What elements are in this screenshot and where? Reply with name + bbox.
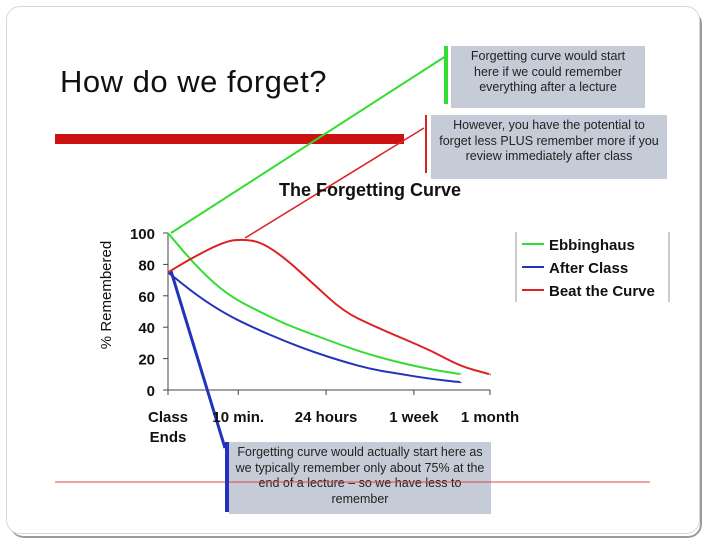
x-tick-label: 10 min. [212,409,264,426]
y-tick-label: 60 [138,289,155,306]
y-tick-label: 80 [138,257,155,274]
x-ticks: Class Ends 10 min. 24 hours 1 week 1 month [148,390,519,446]
series-line-after-class [167,271,462,384]
x-tick-label: Class [148,409,188,426]
callout-actual-start: Forgetting curve would actually start he… [229,442,491,514]
y-ticks: 0 20 40 60 80 100 [130,226,168,400]
series-lines [167,232,492,384]
bottom-callout-pointer [169,270,227,449]
slide-shadow [10,10,702,538]
x-tick-label: 24 hours [295,409,358,426]
series-line-ebbinghaus [167,232,462,376]
y-tick-label: 0 [147,383,155,400]
legend-label: Beat the Curve [549,283,655,300]
x-tick-label: 1 month [461,409,519,426]
top-callout-pointer [170,55,447,234]
mid-callout-pointer [244,127,425,239]
accent-bar [55,134,404,144]
y-axis-label: % Remembered [98,241,115,349]
x-tick-label: 1 week [389,409,439,426]
chart-title: The Forgetting Curve [279,180,461,200]
page-title: How do we forget? [60,64,327,99]
callout-everything-remembered: Forgetting curve would start here if we … [451,46,645,108]
y-tick-label: 20 [138,352,155,369]
legend-label: After Class [549,260,628,277]
y-tick-label: 100 [130,226,155,243]
series-line-beat-the-curve [167,238,492,376]
x-tick-label: Ends [150,429,187,446]
callout-review-after-class: However, you have the potential to forge… [431,115,667,179]
legend: Ebbinghaus After Class Beat the Curve [515,232,670,302]
legend-label: Ebbinghaus [549,237,635,254]
y-tick-label: 40 [138,320,155,337]
